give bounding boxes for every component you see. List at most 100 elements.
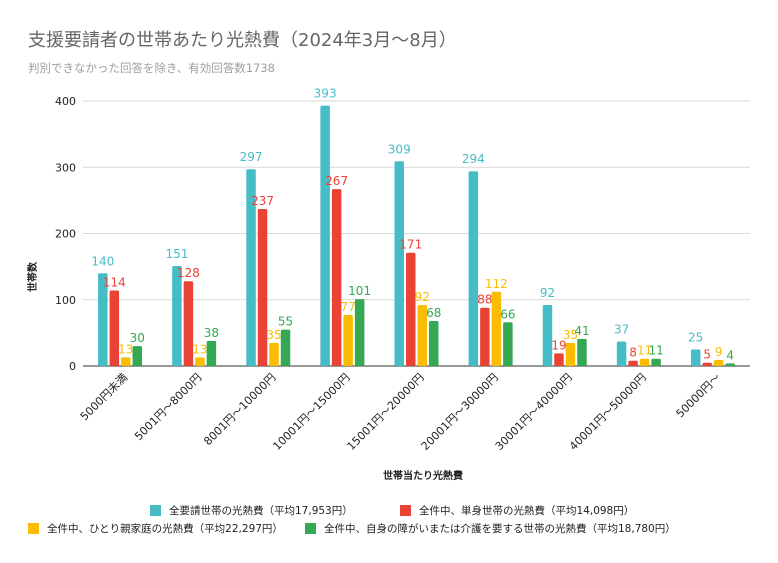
bar xyxy=(269,342,279,366)
data-label: 8 xyxy=(629,346,637,360)
legend-item-single-parent: 全件中、ひとり親家庭の光熱費（平均22,297円） xyxy=(28,521,283,536)
data-label: 77 xyxy=(340,300,355,314)
bar xyxy=(639,358,650,366)
bar xyxy=(406,252,416,366)
data-label: 66 xyxy=(500,307,515,321)
bar xyxy=(121,357,131,366)
data-label: 101 xyxy=(348,284,371,298)
data-label: 19 xyxy=(551,338,566,352)
x-tick-label: 5001円～8000円 xyxy=(132,371,204,443)
data-label: 68 xyxy=(426,306,441,320)
y-tick-label: 100 xyxy=(55,294,76,307)
bar xyxy=(702,362,712,366)
y-tick-label: 400 xyxy=(55,95,76,108)
data-label: 37 xyxy=(614,322,629,336)
bar xyxy=(468,171,479,366)
data-label: 35 xyxy=(266,328,281,342)
bar xyxy=(172,265,182,366)
bar xyxy=(616,341,627,366)
data-label: 13 xyxy=(118,342,133,356)
data-label: 151 xyxy=(165,247,188,261)
bar xyxy=(109,290,120,366)
data-label: 30 xyxy=(130,331,145,345)
bar xyxy=(280,329,291,366)
bar xyxy=(554,353,564,366)
bar xyxy=(331,189,342,366)
x-tick-label: 20001円～30000円 xyxy=(419,371,501,453)
gridlines xyxy=(83,100,750,367)
legend-item-disability-care: 全件中、自身の障がいまたは介護を要する世帯の光熱費（平均18,780円） xyxy=(305,521,676,536)
data-label: 55 xyxy=(278,315,293,329)
x-tick-label: 10001円～15000円 xyxy=(270,371,352,453)
bar xyxy=(183,281,194,366)
data-label: 309 xyxy=(388,142,411,156)
data-label: 9 xyxy=(715,345,723,359)
x-axis-title: 世帯当たり光熱費 xyxy=(383,469,463,482)
chart-title: 支援要請者の世帯あたり光熱費（2024年3月～8月） xyxy=(28,30,457,51)
data-label: 112 xyxy=(485,277,508,291)
bar xyxy=(713,360,724,366)
legend-swatch xyxy=(150,505,161,516)
bar xyxy=(565,342,576,366)
bar xyxy=(429,320,439,366)
legend-swatch xyxy=(400,505,411,516)
data-label: 11 xyxy=(637,344,652,358)
bars xyxy=(98,105,735,366)
data-label: 35 xyxy=(563,328,578,342)
data-label: 4 xyxy=(726,348,734,362)
y-tick-label: 300 xyxy=(55,161,76,174)
bar xyxy=(503,322,513,366)
data-label: 237 xyxy=(251,194,274,208)
x-tick-label: 5000円未満 xyxy=(78,371,130,423)
bar xyxy=(491,291,502,366)
legend-label: 全件中、自身の障がいまたは介護を要する世帯の光熱費（平均18,780円） xyxy=(324,523,676,535)
legend-swatch xyxy=(305,523,316,534)
x-axis-ticks: 5000円未満 5001円～8000円8001円～10000円10001円～150… xyxy=(78,371,723,453)
data-label: 92 xyxy=(415,290,430,304)
x-tick-label: 8001円～10000円 xyxy=(201,371,278,448)
data-label: 294 xyxy=(462,152,485,166)
data-label: 25 xyxy=(688,330,703,344)
data-label: 92 xyxy=(540,286,555,300)
x-tick-label: 15001円～20000円 xyxy=(345,371,427,453)
legend-swatch xyxy=(28,523,39,534)
y-axis-ticks: 0 100 200 300 400 xyxy=(55,95,76,373)
data-label: 114 xyxy=(103,275,126,289)
bar xyxy=(394,161,404,366)
data-label: 88 xyxy=(477,293,492,307)
bar xyxy=(651,358,661,366)
bar xyxy=(542,305,553,366)
bar xyxy=(98,273,108,366)
x-tick-label: 30001円～40000円 xyxy=(493,371,575,453)
legend-label: 全件中、ひとり親家庭の光熱費（平均22,297円） xyxy=(47,523,283,535)
data-label: 41 xyxy=(574,324,589,338)
legend-label: 全件中、単身世帯の光熱費（平均14,098円） xyxy=(419,505,635,517)
bar xyxy=(354,299,365,366)
bar xyxy=(343,314,353,366)
x-tick-label: 40001円～50000円 xyxy=(567,371,649,453)
chart-subtitle: 判別できなかった回答を除き、有効回答数1738 xyxy=(28,61,275,75)
data-label: 128 xyxy=(177,266,200,280)
bar xyxy=(195,357,205,366)
data-label: 13 xyxy=(192,342,207,356)
data-label: 393 xyxy=(314,87,337,101)
bar xyxy=(725,363,735,366)
data-label: 297 xyxy=(240,150,263,164)
y-tick-label: 200 xyxy=(55,228,76,241)
y-axis-title: 世帯数 xyxy=(26,261,39,292)
bar xyxy=(257,208,268,366)
data-labels: 1401512973933092949237251141282372671718… xyxy=(91,87,734,363)
data-label: 140 xyxy=(91,254,114,268)
y-tick-label: 0 xyxy=(69,360,76,373)
legend-item-all-households: 全要請世帯の光熱費（平均17,953円） xyxy=(150,503,353,518)
x-tick-label: 50000円～ xyxy=(674,371,723,420)
bar xyxy=(417,305,427,366)
data-label: 267 xyxy=(325,174,348,188)
data-label: 5 xyxy=(703,348,711,362)
bar xyxy=(132,346,143,366)
bar xyxy=(320,105,330,366)
data-label: 171 xyxy=(399,238,422,252)
legend-item-single-households: 全件中、単身世帯の光熱費（平均14,098円） xyxy=(400,503,634,518)
bar xyxy=(480,307,490,366)
